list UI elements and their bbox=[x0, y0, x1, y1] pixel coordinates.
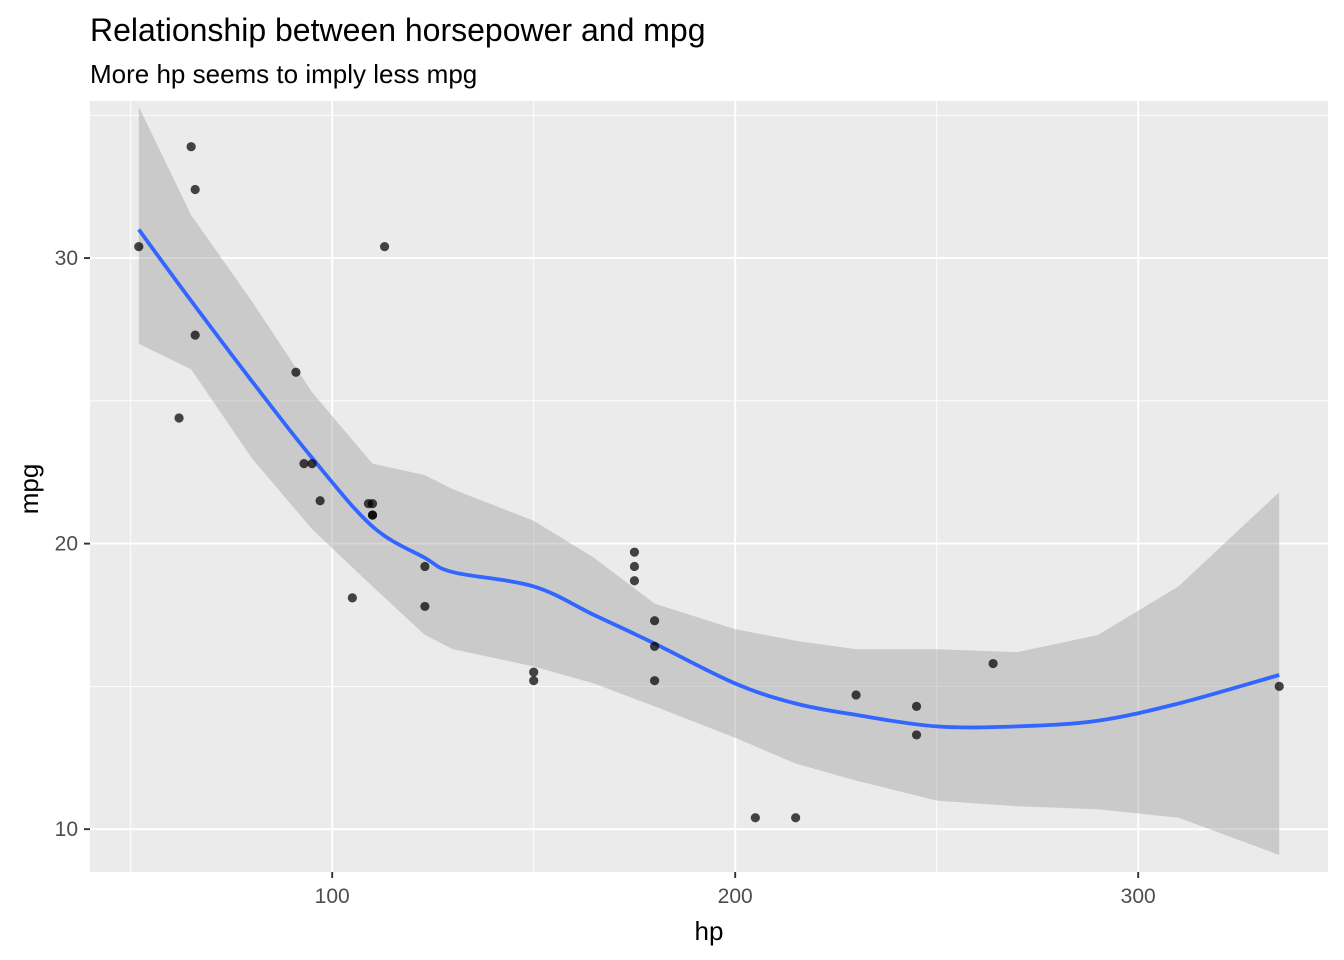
data-point bbox=[379, 242, 390, 252]
y-tick-label: 10 bbox=[55, 818, 78, 841]
data-point bbox=[291, 367, 301, 377]
x-axis: 100 200 300 bbox=[315, 872, 1156, 908]
data-point bbox=[367, 510, 378, 520]
chart-subtitle: More hp seems to imply less mpg bbox=[90, 59, 477, 89]
data-point bbox=[529, 676, 539, 686]
chart-title: Relationship between horsepower and mpg bbox=[90, 12, 706, 48]
data-point bbox=[347, 593, 357, 603]
data-point bbox=[911, 701, 922, 711]
data-point bbox=[299, 459, 309, 469]
data-point bbox=[649, 676, 660, 686]
x-tick-label: 300 bbox=[1121, 885, 1156, 908]
x-tick-label: 200 bbox=[718, 885, 753, 908]
data-point bbox=[649, 616, 660, 626]
data-point bbox=[629, 547, 640, 557]
data-point bbox=[420, 601, 430, 612]
y-tick-label: 20 bbox=[55, 533, 78, 556]
data-point bbox=[750, 813, 760, 823]
data-point bbox=[186, 142, 196, 152]
smooth-trend-line bbox=[137, 228, 1280, 730]
data-point bbox=[629, 576, 640, 586]
data-point bbox=[307, 459, 317, 469]
x-tick-label: 100 bbox=[315, 885, 350, 908]
plot-panel bbox=[90, 101, 1328, 872]
minor-gridlines bbox=[90, 101, 1328, 872]
data-point bbox=[529, 667, 539, 677]
data-point bbox=[791, 813, 801, 823]
data-point bbox=[134, 242, 144, 252]
data-point bbox=[420, 561, 430, 572]
data-point bbox=[851, 690, 861, 700]
data-point bbox=[911, 730, 922, 740]
y-axis: 10 20 30 bbox=[55, 247, 90, 841]
data-point bbox=[1274, 681, 1284, 691]
data-point bbox=[988, 658, 998, 669]
data-point bbox=[363, 499, 374, 509]
data-point bbox=[190, 184, 200, 195]
data-points bbox=[134, 142, 1284, 823]
y-axis-title: mpg bbox=[14, 464, 44, 515]
y-tick-label: 30 bbox=[55, 247, 78, 270]
data-point bbox=[190, 330, 200, 340]
data-point bbox=[649, 641, 660, 652]
major-gridlines bbox=[90, 101, 1328, 872]
data-point bbox=[315, 496, 325, 506]
data-point bbox=[174, 413, 184, 423]
x-axis-title: hp bbox=[695, 916, 724, 946]
data-point bbox=[629, 561, 640, 572]
